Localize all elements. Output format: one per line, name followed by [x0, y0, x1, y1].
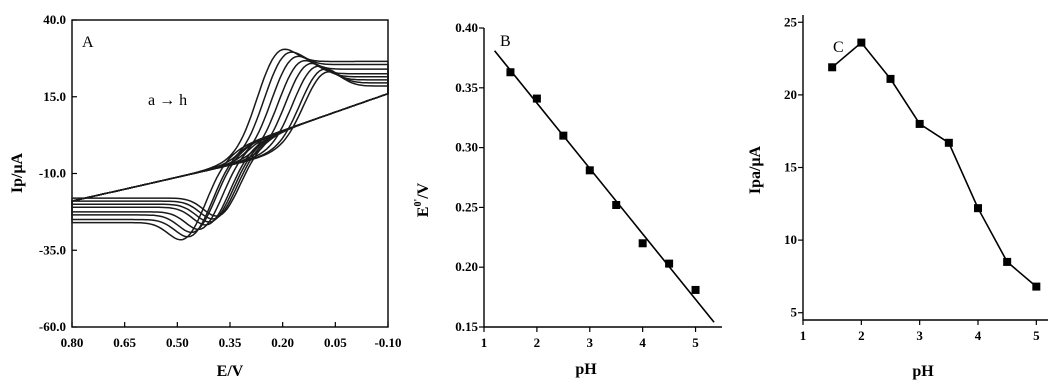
panel-b-y-tick-label: 0.40 [455, 20, 478, 35]
panel-c-data-point [1003, 257, 1012, 266]
panel-c-y-axis-label: Ipa/μA [747, 145, 764, 194]
panel-a-x-tick-label: 0.50 [166, 335, 189, 350]
panel-b-label: B [500, 33, 511, 50]
panel-c-x-tick-label: 5 [1033, 328, 1040, 343]
panel-b-data-point [691, 285, 700, 294]
panel-c-y-tick-label: 20 [784, 87, 797, 102]
panel-c-data-point [886, 74, 895, 83]
panel-b-data-point [612, 201, 621, 210]
panel-b-x-tick-label: 2 [534, 335, 541, 350]
panel-b-data-point [638, 239, 647, 248]
panel-a-x-tick-label: 0.05 [324, 335, 347, 350]
panel-a-voltammogram-h [71, 71, 389, 217]
panel-c-data-point [828, 63, 837, 72]
panel-c-y-ticks: 25 20 15 10 5 [784, 14, 803, 320]
panel-b-y-tick-label: 0.35 [455, 80, 478, 95]
panel-c-y-tick-label: 5 [791, 305, 798, 320]
panel-b-x-axis-label: pH [575, 361, 597, 378]
panel-b-y-ticks: 0.40 0.35 0.30 0.25 0.20 0.15 [455, 20, 484, 334]
panel-c-x-tick-label: 4 [975, 328, 982, 343]
panel-b-axes [483, 28, 722, 328]
panel-a-y-tick-label: -60.0 [39, 319, 66, 334]
panel-c-y-tick-label: 25 [784, 14, 798, 29]
panel-c-data-point [1032, 282, 1041, 291]
panel-c-x-ticks: 1 2 3 4 5 [800, 320, 1040, 343]
panel-b-y-axis-label-unit: /V [415, 182, 432, 199]
panel-b-y-axis-label-main: E [415, 207, 432, 218]
panel-c-connecting-line [831, 41, 1037, 288]
panel-c-series-line [831, 41, 1037, 288]
panel-a-y-tick-label: -35.0 [39, 242, 66, 257]
panel-c-data-point [974, 204, 982, 213]
panel-a-voltammogram-b [71, 51, 389, 238]
panel-a-y-ticks: 40.0 15.0 -10.0 -35.0 -60.0 [39, 12, 77, 334]
panel-b-y-tick-label: 0.15 [455, 319, 478, 334]
panel-b-data-points [506, 68, 700, 294]
panel-a-x-axis-label: E/V [217, 363, 244, 380]
panel-c-data-point [857, 38, 866, 47]
panel-a-y-tick-label: 15.0 [43, 89, 66, 104]
panel-a-x-tick-label: 0.35 [219, 335, 242, 350]
panel-b-fit-line [493, 50, 715, 323]
panel-b-x-tick-label: 5 [692, 335, 699, 350]
panel-b-linear-fit [493, 50, 715, 323]
panel-b-y-axis-label-sup: 0' [413, 199, 424, 207]
panel-a-y-axis-label: Ip/μA [9, 152, 26, 193]
panel-a-x-tick-label: -0.10 [374, 335, 401, 350]
panel-b-x-tick-label: 3 [587, 335, 594, 350]
panel-a-curves [71, 48, 389, 241]
panel-a-y-tick-label: 40.0 [43, 12, 66, 27]
panel-b-y-tick-label: 0.30 [455, 140, 478, 155]
panel-a-cyclic-voltammograms: A a → h 0.80 0.65 0.50 0.35 0.20 0.05 -0.10 40… [9, 12, 402, 380]
panel-a-y-tick-label: -10.0 [39, 166, 66, 181]
panel-b-y-axis-label: E0'/V [413, 182, 432, 217]
panel-b-data-point [665, 259, 674, 268]
panel-b-y-tick-label: 0.20 [455, 259, 478, 274]
panel-c-y-tick-label: 15 [784, 160, 798, 175]
panel-b-data-point [532, 94, 541, 103]
panel-a-voltammogram-c [71, 55, 389, 234]
panel-c-x-tick-label: 1 [800, 328, 807, 343]
panel-a-x-tick-label: 0.20 [271, 335, 294, 350]
panel-c-peak-current-vs-ph: C 1 2 3 4 5 25 20 15 10 5 pH Ipa/μA [747, 14, 1048, 380]
panel-b-y-tick-label: 0.25 [455, 199, 478, 214]
panel-a-x-tick-label: 0.65 [113, 335, 136, 350]
panel-b-x-tick-label: 1 [481, 335, 488, 350]
panel-b-x-ticks: 1 2 3 4 5 [481, 327, 699, 350]
panel-c-x-tick-label: 3 [916, 328, 923, 343]
panel-b-data-point [559, 131, 568, 140]
panel-b-formal-potential-vs-ph: B 1 2 3 4 5 0.40 0.35 0.30 0.25 0.20 0.15 pH E0'/… [413, 20, 722, 378]
panel-b-data-point [506, 68, 515, 77]
panel-c-label: C [833, 39, 844, 56]
panel-a-annotation: a → h [148, 92, 187, 109]
panel-a-plot-frame [71, 19, 389, 328]
panel-c-x-tick-label: 2 [858, 328, 865, 343]
panel-c-data-point [944, 138, 953, 147]
panel-b-data-point [585, 166, 594, 175]
panel-c-x-axis-label: pH [912, 363, 934, 380]
panel-a-x-ticks: 0.80 0.65 0.50 0.35 0.20 0.05 -0.10 [61, 322, 402, 350]
panel-a-label: A [82, 34, 94, 51]
panel-a-x-tick-label: 0.80 [61, 335, 84, 350]
panel-c-data-points [828, 38, 1041, 291]
panel-c-y-tick-label: 10 [784, 232, 797, 247]
panel-b-x-tick-label: 4 [639, 335, 646, 350]
panel-c-data-point [915, 119, 924, 128]
